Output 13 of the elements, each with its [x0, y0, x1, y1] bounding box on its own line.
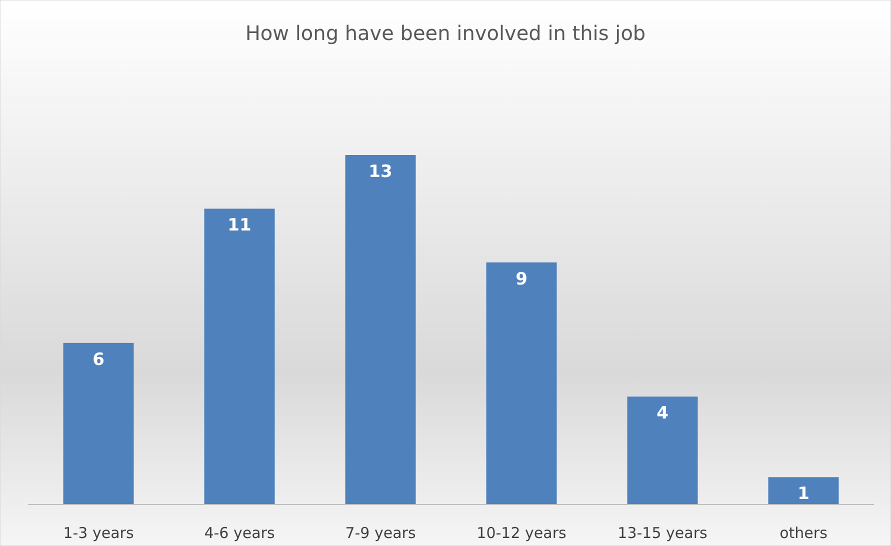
data-label: 13 [368, 162, 392, 182]
data-label: 6 [92, 350, 104, 370]
x-tick-label: 7-9 years [345, 524, 416, 542]
x-tick-label: 10-12 years [476, 524, 566, 542]
data-label: 4 [656, 404, 669, 424]
data-label: 1 [798, 484, 810, 504]
x-tick-label: 1-3 years [63, 524, 134, 542]
chart-title: How long have been involved in this job [245, 21, 646, 45]
data-label: 11 [228, 216, 252, 236]
x-tick-label: 13-15 years [618, 524, 708, 542]
x-tick-label: 4-6 years [204, 524, 275, 542]
data-label: 9 [516, 269, 528, 290]
x-tick-label: others [780, 524, 828, 542]
